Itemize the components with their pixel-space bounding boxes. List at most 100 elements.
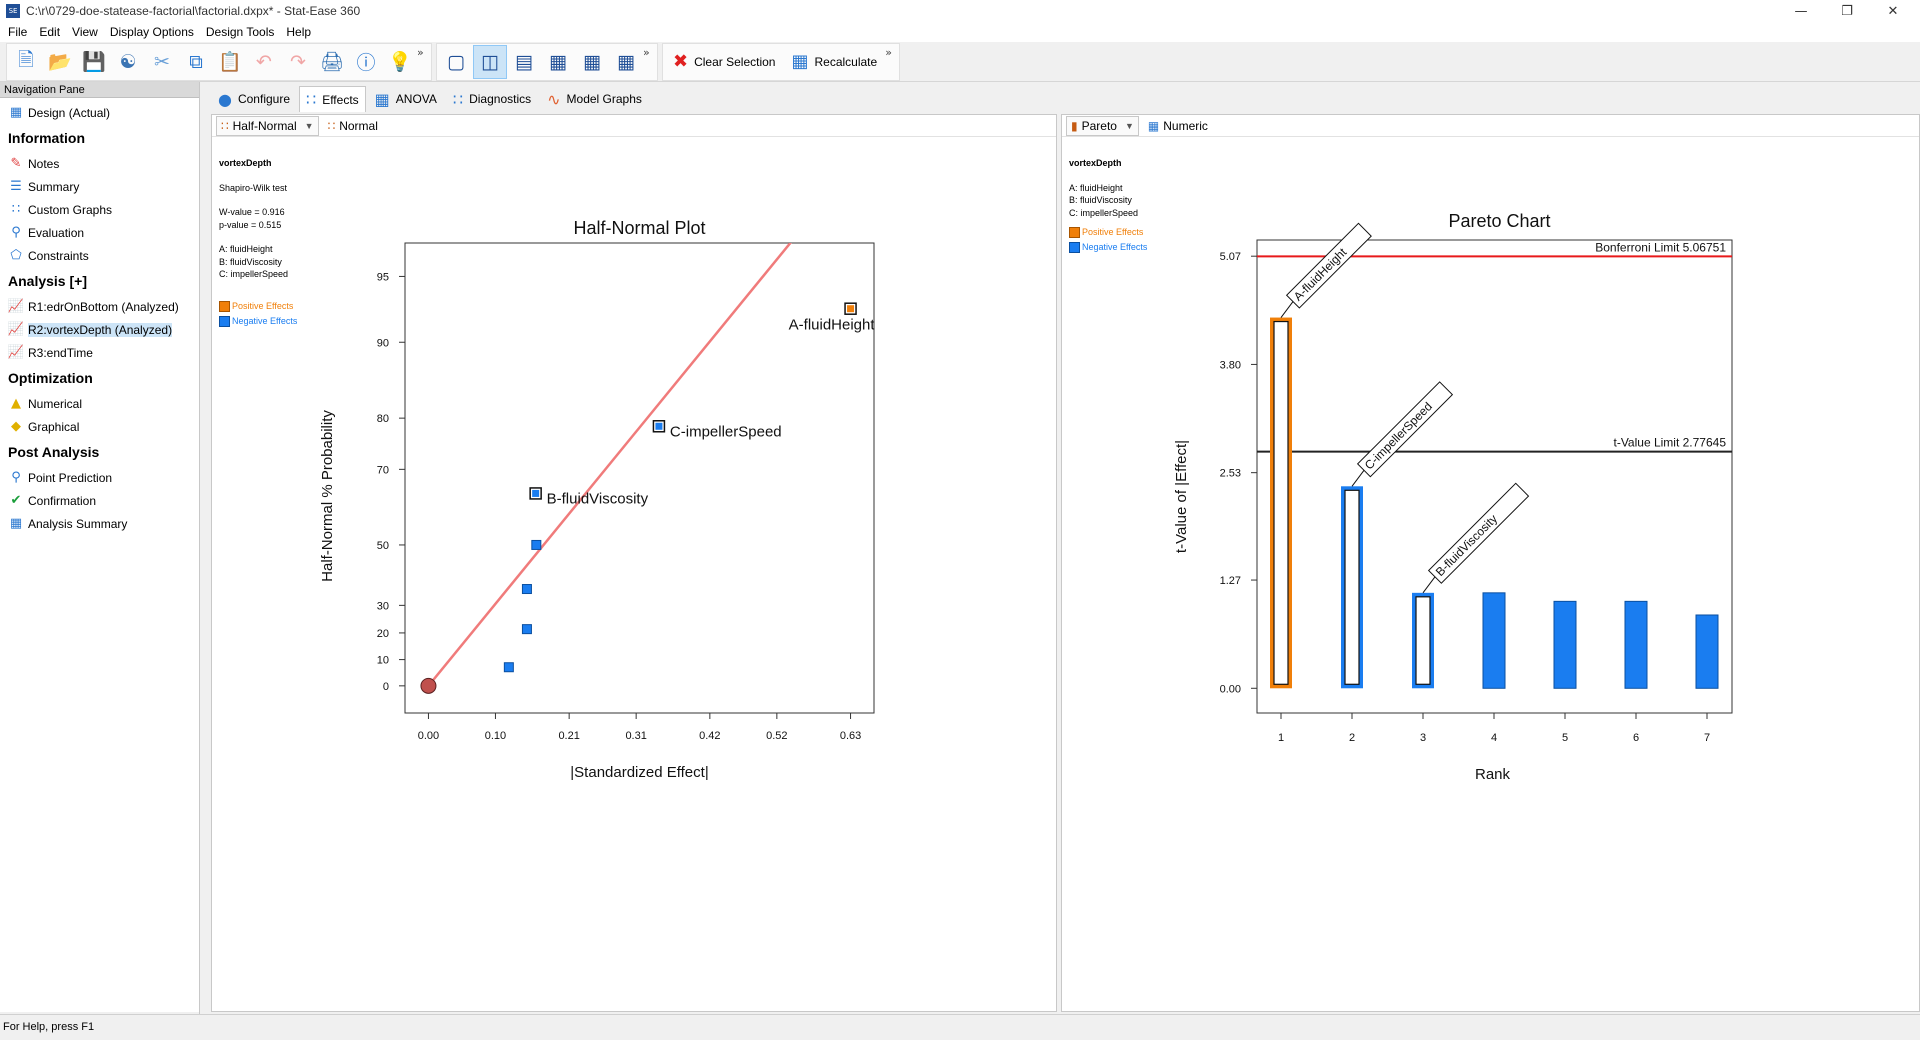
recalculate-button[interactable]: ▦ Recalculate xyxy=(783,45,885,79)
nav-analysis-r2[interactable]: 📈 R2:vortexDepth (Analyzed) xyxy=(0,318,199,341)
title-bar: SE C:\r\0729-doe-statease-factorial\fact… xyxy=(0,0,1920,22)
nav-constraints[interactable]: ⬠ Constraints xyxy=(0,244,199,267)
bar-label-leader xyxy=(1280,301,1294,318)
minimize-icon[interactable]: — xyxy=(1794,3,1808,19)
nav-design[interactable]: ▦ Design (Actual) xyxy=(0,101,199,124)
x-axis-label: |Standardized Effect| xyxy=(570,764,708,781)
open-folder-icon[interactable]: 📂 xyxy=(48,51,72,73)
tab-effects[interactable]: ∷ Effects xyxy=(299,86,366,112)
toolbar-overflow-icon[interactable]: » xyxy=(885,45,892,59)
pareto-bar xyxy=(1624,600,1648,689)
x-axis-label: Rank xyxy=(1475,766,1511,783)
menu-edit[interactable]: Edit xyxy=(39,25,61,39)
tab-diagnostics[interactable]: ∷ Diagnostics xyxy=(446,86,538,112)
tab-configure[interactable]: ● Configure xyxy=(211,86,297,112)
subtab-half-normal[interactable]: ∷ Half-Normal ▼ xyxy=(216,115,319,136)
x-tick-label: 4 xyxy=(1491,732,1497,744)
subtab-numeric[interactable]: ▦ Numeric xyxy=(1143,116,1213,136)
save-icon[interactable]: 💾 xyxy=(82,51,106,73)
grid-pane-icon[interactable]: ▦ xyxy=(617,50,635,73)
nav-point-prediction[interactable]: ⚲ Point Prediction xyxy=(0,466,199,489)
bar-label-leader xyxy=(1351,470,1365,487)
nav-section-analysis[interactable]: Analysis [+] xyxy=(8,273,87,289)
nav-analysis-r1[interactable]: 📈 R1:edrOnBottom (Analyzed) xyxy=(0,295,199,318)
menu-view[interactable]: View xyxy=(72,25,98,39)
redo-icon[interactable]: ↷ xyxy=(290,50,306,73)
mountain-icon: ▲ xyxy=(11,396,21,411)
clear-selection-button[interactable]: ✖ Clear Selection xyxy=(665,45,783,79)
nav-evaluation[interactable]: ⚲ Evaluation xyxy=(0,221,199,244)
nav-summary[interactable]: ☰ Summary xyxy=(0,175,199,198)
cut-icon[interactable]: ✂ xyxy=(154,50,170,73)
w-value: W-value = 0.916 xyxy=(219,207,285,217)
paste-icon[interactable]: 📋 xyxy=(218,51,242,73)
help-icon[interactable]: ⓘ xyxy=(356,52,376,74)
menu-help[interactable]: Help xyxy=(286,25,312,39)
x-tick-label: 0.31 xyxy=(625,730,646,742)
half-normal-plot[interactable]: Half-Normal Plot 0.00 0.10 0.21 0.31 0.42 0.52… xyxy=(212,137,1056,1011)
tab-anova-label: ANOVA xyxy=(395,92,437,106)
toolbar-overflow-icon[interactable]: » xyxy=(417,45,424,59)
menu-display-options[interactable]: Display Options xyxy=(109,25,194,39)
two-pane-horizontal-icon[interactable]: ▤ xyxy=(515,50,533,73)
python-icon[interactable]: ☯ xyxy=(119,50,137,73)
nav-analysis-summary-label: Analysis Summary xyxy=(28,516,128,531)
y-tick-label: 90 xyxy=(377,337,389,349)
x-tick-label: 7 xyxy=(1704,732,1710,744)
pareto-bar xyxy=(1695,614,1719,689)
close-icon[interactable]: ✕ xyxy=(1887,3,1899,19)
pareto-bar-inner xyxy=(1273,320,1289,685)
response-name: vortexDepth xyxy=(219,158,272,168)
x-tick-label: 5 xyxy=(1562,732,1568,744)
nav-analysis-summary[interactable]: ▦ Analysis Summary xyxy=(0,512,199,535)
tip-lightbulb-icon[interactable]: 💡 xyxy=(388,51,412,73)
check-circle-icon: ✔ xyxy=(10,493,22,508)
test-name: Shapiro-Wilk test xyxy=(219,182,288,193)
limit-label: t-Value Limit 2.77645 xyxy=(1613,436,1726,450)
recalculate-label: Recalculate xyxy=(814,54,878,69)
pareto-info: vortexDepth A: fluidHeight B: fluidVisco… xyxy=(1069,157,1147,255)
two-pane-vertical-icon[interactable]: ◫ xyxy=(473,44,507,79)
tab-configure-label: Configure xyxy=(237,92,290,106)
subtab-normal[interactable]: ∷ Normal xyxy=(323,116,383,136)
single-pane-icon[interactable]: ▢ xyxy=(447,50,465,73)
effect-point xyxy=(521,624,532,635)
undo-icon[interactable]: ↶ xyxy=(256,50,272,73)
restore-icon[interactable]: ❐ xyxy=(1841,3,1853,19)
nav-confirmation[interactable]: ✔ Confirmation xyxy=(0,489,199,512)
nav-analysis-r3[interactable]: 📈 R3:endTime xyxy=(0,341,199,364)
x-tick-label: 0.10 xyxy=(485,730,506,742)
main-area: ● Configure ∷ Effects ▦ ANOVA ∷ Diagnost… xyxy=(203,82,1920,1014)
point-label: A-fluidHeight xyxy=(789,317,876,334)
y-tick-label: 20 xyxy=(377,628,389,640)
pareto-chart[interactable]: Pareto Chart 0.00 1.27 2.53 3.80 5.07 1 2 3 4 5 6 7 R… xyxy=(1062,137,1919,1011)
menu-bar: File Edit View Display Options Design To… xyxy=(0,22,1920,42)
tab-model-graphs[interactable]: ∿ Model Graphs xyxy=(540,86,649,112)
chevron-down-icon[interactable]: ▼ xyxy=(1124,120,1134,131)
left-subtabs: ∷ Half-Normal ▼ ∷ Normal xyxy=(212,115,1056,137)
print-icon[interactable]: 🖨 xyxy=(319,51,345,73)
menu-file[interactable]: File xyxy=(8,25,28,39)
half-normal-icon: ∷ xyxy=(221,118,229,133)
list-icon: ☰ xyxy=(10,179,22,194)
nav-design-label: Design (Actual) xyxy=(28,105,111,120)
nav-confirmation-label: Confirmation xyxy=(28,493,97,508)
menu-design-tools[interactable]: Design Tools xyxy=(205,25,275,39)
layout-toolbar-group: ▢ ◫ ▤ ▦ ▦ ▦ » xyxy=(436,42,658,81)
nav-numerical[interactable]: ▲ Numerical xyxy=(0,392,199,415)
subtab-pareto[interactable]: ▮ Pareto ▼ xyxy=(1066,115,1139,136)
nav-notes[interactable]: ✎ Notes xyxy=(0,152,199,175)
calculator-icon: ▦ xyxy=(791,51,809,72)
nav-graphical[interactable]: ◆ Graphical xyxy=(0,415,199,438)
copy-icon[interactable]: ⧉ xyxy=(189,50,203,73)
bar-label-box xyxy=(1356,381,1454,478)
toolbar-overflow-icon[interactable]: » xyxy=(643,45,650,59)
nav-custom-graphs[interactable]: ∷ Custom Graphs xyxy=(0,198,199,221)
new-file-icon[interactable]: 🗎 xyxy=(18,48,34,71)
chevron-down-icon[interactable]: ▼ xyxy=(304,120,314,131)
three-pane-icon[interactable]: ▦ xyxy=(549,50,567,73)
four-pane-icon[interactable]: ▦ xyxy=(583,50,601,73)
y-tick-label: 50 xyxy=(377,540,389,552)
tab-anova[interactable]: ▦ ANOVA xyxy=(368,86,444,112)
y-tick-label: 95 xyxy=(377,271,389,283)
